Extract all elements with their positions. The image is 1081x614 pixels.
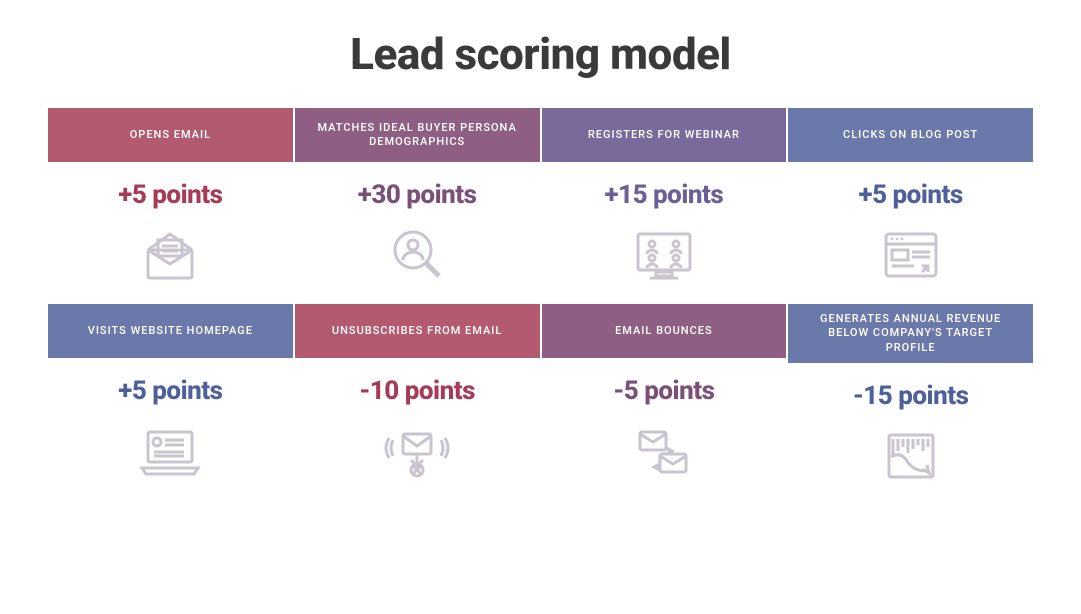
cards-grid: OPENS EMAIL +5 points MATCHES IDEAL BUYE… <box>48 108 1033 487</box>
score-card: CLICKS ON BLOG POST +5 points <box>788 108 1033 286</box>
email-bounce-icon <box>628 420 700 482</box>
score-card: EMAIL BOUNCES -5 points <box>542 304 787 487</box>
score-card: GENERATES ANNUAL REVENUE BELOW COMPANY'S… <box>788 304 1033 487</box>
card-header: MATCHES IDEAL BUYER PERSONA DEMOGRAPHICS <box>295 108 540 162</box>
card-label: REGISTERS FOR WEBINAR <box>588 128 740 142</box>
card-points: +30 points <box>358 180 477 210</box>
card-points: +5 points <box>118 180 222 210</box>
card-header: CLICKS ON BLOG POST <box>788 108 1033 162</box>
card-points: +15 points <box>605 180 724 210</box>
card-label: EMAIL BOUNCES <box>615 324 713 338</box>
score-card: UNSUBSCRIBES FROM EMAIL -10 points <box>295 304 540 487</box>
webinar-screen-icon <box>628 224 700 286</box>
browser-page-icon <box>875 224 947 286</box>
card-points: +5 points <box>118 376 222 406</box>
magnify-person-icon <box>381 224 453 286</box>
card-points: -5 points <box>613 376 714 406</box>
score-card: MATCHES IDEAL BUYER PERSONA DEMOGRAPHICS… <box>295 108 540 286</box>
card-header: OPENS EMAIL <box>48 108 293 162</box>
card-points: +5 points <box>859 180 963 210</box>
card-header: UNSUBSCRIBES FROM EMAIL <box>295 304 540 358</box>
card-label: UNSUBSCRIBES FROM EMAIL <box>332 324 502 338</box>
page-title: Lead scoring model <box>48 28 1033 80</box>
card-points: -15 points <box>853 381 969 411</box>
unsubscribe-icon <box>381 420 453 482</box>
card-header: REGISTERS FOR WEBINAR <box>542 108 787 162</box>
card-label: OPENS EMAIL <box>130 128 211 142</box>
score-card: OPENS EMAIL +5 points <box>48 108 293 286</box>
laptop-page-icon <box>134 420 206 482</box>
card-points: -10 points <box>359 376 475 406</box>
envelope-open-icon <box>134 224 206 286</box>
card-label: VISITS WEBSITE HOMEPAGE <box>88 324 253 338</box>
chart-down-icon <box>875 425 947 487</box>
card-header: GENERATES ANNUAL REVENUE BELOW COMPANY'S… <box>788 304 1033 363</box>
card-label: MATCHES IDEAL BUYER PERSONA DEMOGRAPHICS <box>311 121 524 150</box>
score-card: VISITS WEBSITE HOMEPAGE +5 points <box>48 304 293 487</box>
score-card: REGISTERS FOR WEBINAR +15 points <box>542 108 787 286</box>
card-header: VISITS WEBSITE HOMEPAGE <box>48 304 293 358</box>
card-header: EMAIL BOUNCES <box>542 304 787 358</box>
card-label: CLICKS ON BLOG POST <box>843 128 978 142</box>
card-label: GENERATES ANNUAL REVENUE BELOW COMPANY'S… <box>804 312 1017 355</box>
